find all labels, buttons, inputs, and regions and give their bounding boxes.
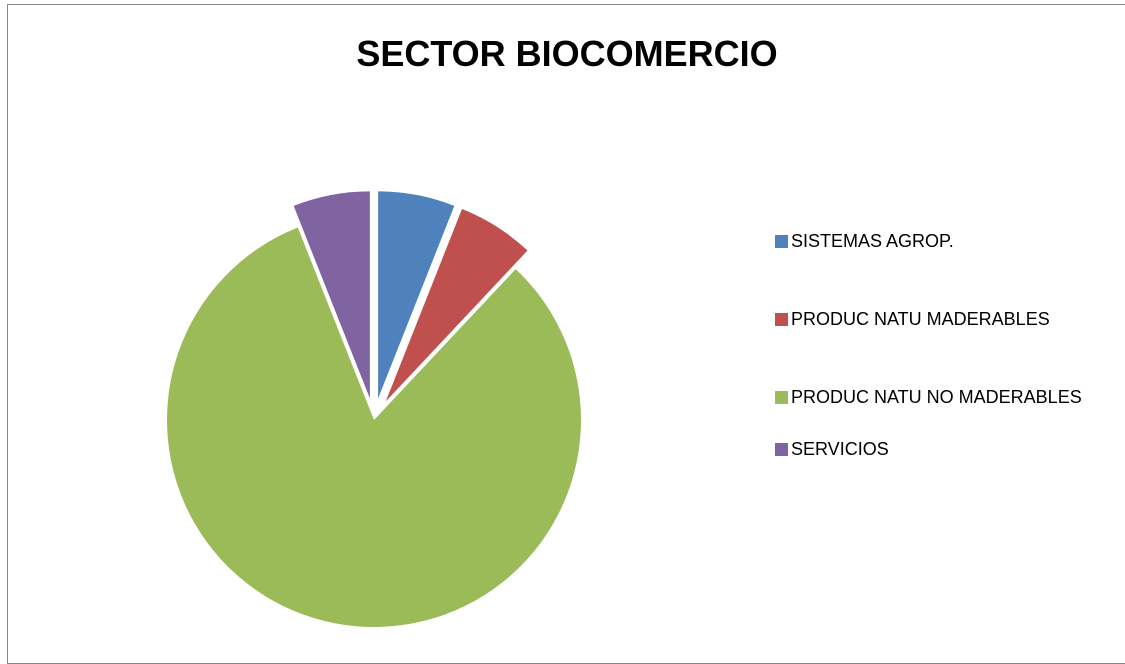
legend-label: PRODUC NATU MADERABLES [791,309,1050,329]
legend-item: PRODUC NATU MADERABLES [775,306,1115,332]
legend-label: SERVICIOS [791,439,889,459]
legend-label: SISTEMAS AGROP. [791,231,954,251]
pie-slice [378,191,455,399]
legend-swatch [775,443,788,456]
legend-item: SERVICIOS [775,436,1115,462]
pie-slice [167,227,582,628]
chart-title: SECTOR BIOCOMERCIO [356,33,777,74]
legend-label: PRODUC NATU NO MADERABLES [791,387,1082,407]
legend-swatch [775,391,788,404]
legend-swatch [775,235,788,248]
legend-swatch [775,313,788,326]
legend-item: SISTEMAS AGROP. [775,228,1115,254]
legend-item: PRODUC NATU NO MADERABLES [775,384,1115,410]
legend: SISTEMAS AGROP. PRODUC NATU MADERABLES PRO… [775,228,1115,514]
pie-slice [293,191,370,399]
pie-slice [385,208,528,402]
